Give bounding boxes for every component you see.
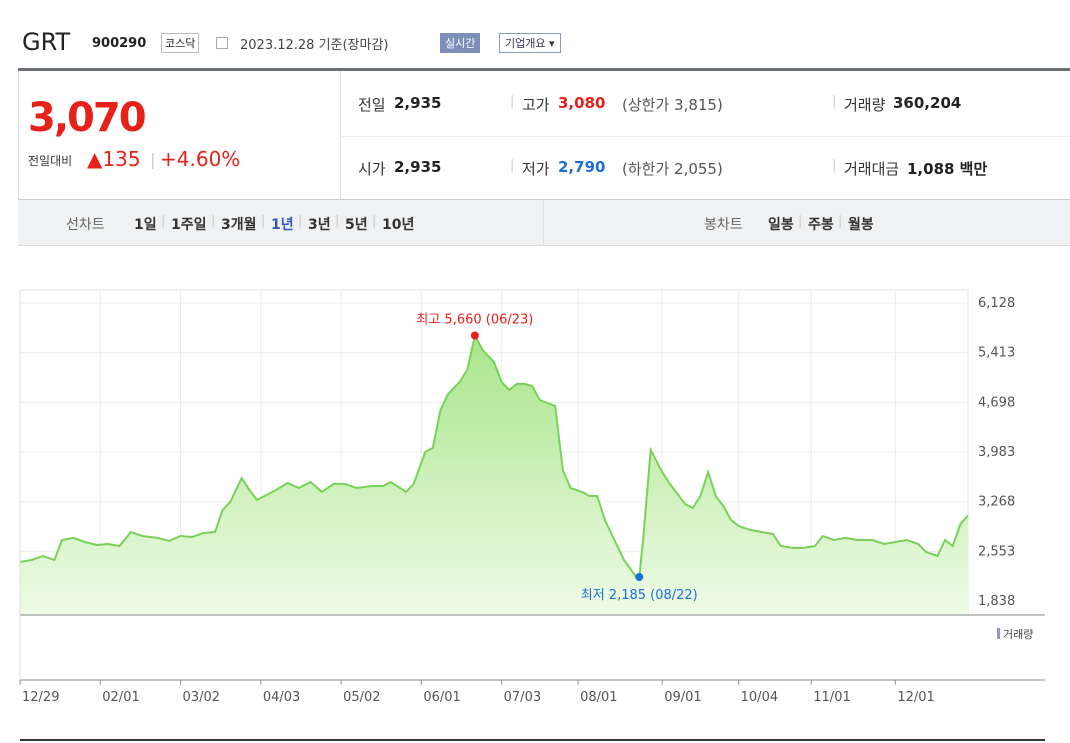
x-tick-label: 07/03 (504, 690, 541, 705)
separator: | (510, 94, 515, 109)
y-tick-label: 1,838 (978, 594, 1015, 609)
tab-item[interactable]: 일봉 (768, 217, 794, 233)
separator: | (838, 214, 843, 229)
separator: | (510, 158, 515, 173)
annotation-marker (635, 572, 644, 581)
legend-swatch (997, 628, 1000, 639)
x-tick-label: 04/03 (263, 690, 300, 705)
quote-value: 3,080 (558, 94, 606, 112)
change-label: 전일대비 (28, 154, 73, 168)
x-tick-label: 05/02 (343, 690, 380, 705)
price-line (19, 332, 969, 579)
quote-label: 거래량 (844, 96, 886, 114)
tab-item[interactable]: 3개월 (221, 217, 257, 233)
separator: | (335, 214, 340, 229)
separator: | (372, 214, 377, 229)
company-text: 기업개요 (505, 37, 546, 50)
separator: | (798, 214, 803, 229)
price: 3,070 (28, 95, 147, 141)
volume-label: 거래량 (1003, 628, 1033, 641)
quote-label: 고가 (522, 96, 550, 114)
chart: 1,838 2,553 3,268 3,983 4,698 5,413 6,128 12/29… (19, 289, 1045, 741)
y-tick-label: 2,553 (978, 544, 1015, 559)
x-tick-label: 10/04 (741, 690, 778, 705)
x-tick-label: 06/01 (423, 690, 460, 705)
quote-label: 전일 (358, 96, 386, 114)
x-tick-label: 09/01 (664, 690, 701, 705)
y-tick-label: 3,983 (978, 445, 1015, 460)
quote-value: 2,790 (558, 158, 606, 176)
y-tick-label: 6,128 (978, 296, 1015, 311)
top-rule (18, 68, 1070, 71)
date: 2023.12.28 기준(장마감) (240, 38, 389, 53)
x-tick-label: 12/29 (22, 690, 59, 705)
rate: +4.60% (160, 147, 241, 171)
quote-value: 2,935 (394, 158, 442, 176)
separator: | (161, 214, 166, 229)
separator: | (298, 214, 303, 229)
quote-extra: (상한가 3,815) (622, 96, 723, 114)
stock-code: 900290 (92, 36, 147, 51)
price-area (20, 335, 968, 615)
quote-value: 1,088 백만 (907, 160, 988, 178)
annotation-marker (470, 331, 479, 340)
x-tick-label: 08/01 (580, 690, 617, 705)
y-tick-label: 3,268 (978, 495, 1015, 510)
stock-name: GRT (22, 28, 71, 56)
separator: | (261, 214, 266, 229)
quote-label: 저가 (522, 160, 550, 178)
separator: | (832, 158, 837, 173)
tab-item[interactable]: 1일 (134, 217, 157, 233)
quote-label: 시가 (358, 160, 386, 178)
annotation-text: 최고 5,660 (06/23) (416, 313, 533, 328)
quote-value: 2,935 (394, 94, 442, 112)
x-tick-label: 12/01 (897, 690, 934, 705)
company-button[interactable]: 기업개요 ▾ (499, 33, 561, 53)
quote-box (18, 71, 1070, 200)
tab-item[interactable]: 주봉 (808, 217, 834, 233)
tab-label: 선차트 (66, 217, 105, 233)
separator: | (150, 150, 156, 169)
tab-item[interactable]: 5년 (345, 217, 368, 233)
divider (543, 200, 544, 246)
tab-bar (18, 200, 1070, 246)
divider (340, 136, 1070, 137)
market-badge: 코스닥 (161, 33, 200, 53)
separator: | (211, 214, 216, 229)
x-tick-label: 11/01 (813, 690, 850, 705)
tab-item[interactable]: 1주일 (171, 217, 207, 233)
annotation-text: 최저 2,185 (08/22) (581, 588, 698, 603)
quote-label: 거래대금 (844, 160, 900, 178)
y-tick-label: 4,698 (978, 395, 1015, 410)
calendar-icon (216, 37, 228, 49)
tab-item[interactable]: 월봉 (848, 217, 874, 233)
quote-value: 360,204 (893, 94, 962, 112)
x-tick-label: 02/01 (102, 690, 139, 705)
change: ▲135 (87, 147, 141, 171)
divider (340, 71, 341, 200)
tab-item[interactable]: 1년 (271, 217, 294, 233)
tab-label: 봉차트 (704, 217, 743, 233)
x-tick-label: 03/02 (183, 690, 220, 705)
quote-extra: (하한가 2,055) (622, 160, 723, 178)
tab-item[interactable]: 3년 (308, 217, 331, 233)
tab-item[interactable]: 10년 (382, 217, 415, 233)
change-value: 135 (102, 147, 141, 171)
separator: | (832, 94, 837, 109)
y-tick-label: 5,413 (978, 346, 1015, 361)
realtime-button[interactable]: 실시간 (440, 33, 481, 53)
